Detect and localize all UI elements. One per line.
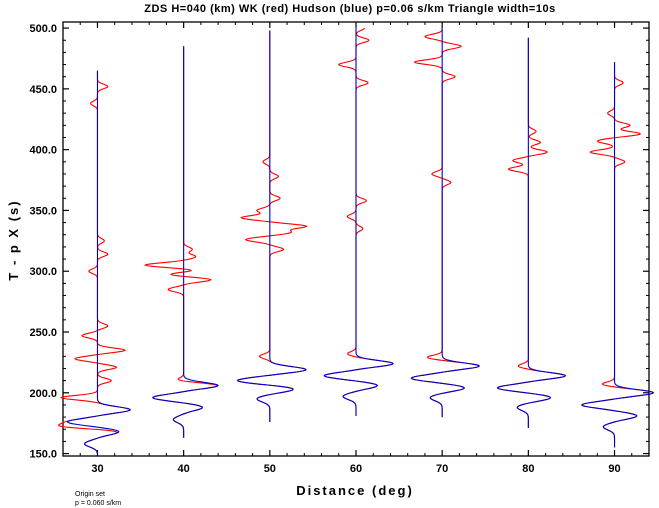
x-tick-label: 60 — [350, 463, 362, 475]
x-tick-label: 80 — [522, 463, 534, 475]
x-tick-label: 70 — [436, 463, 448, 475]
x-tick-label: 40 — [178, 463, 190, 475]
chart-title: ZDS H=040 (km) WK (red) Hudson (blue) p=… — [144, 3, 555, 15]
hudson-trace-50 — [236, 30, 307, 422]
footnote-slowness: p = 0.060 s/km — [75, 500, 121, 507]
wk-trace-80 — [496, 37, 567, 429]
traces — [58, 27, 655, 454]
y-tick-label: 450.0 — [29, 84, 57, 96]
hudson-trace-80 — [496, 37, 567, 429]
y-tick-label: 500.0 — [29, 23, 57, 35]
wk-trace-50 — [236, 30, 308, 422]
wk-trace-90 — [581, 62, 655, 448]
y-tick-label: 150.0 — [29, 449, 57, 461]
y-tick-label: 300.0 — [29, 266, 57, 278]
hudson-trace-90 — [581, 62, 655, 448]
x-tick-label: 50 — [264, 463, 276, 475]
x-axis-label: Distance (deg) — [296, 483, 414, 498]
hudson-trace-60 — [323, 28, 394, 416]
footnote-origin: Origin set — [75, 491, 105, 498]
y-tick-label: 400.0 — [29, 145, 57, 157]
wk-trace-40 — [143, 46, 218, 438]
wk-trace-30 — [58, 70, 131, 454]
x-tick-label: 30 — [91, 463, 103, 475]
y-tick-label: 350.0 — [29, 205, 57, 217]
x-axis: 30 40 50 60 70 80 90 — [62, 22, 650, 475]
hudson-trace-30 — [66, 70, 131, 454]
y-axis: 150.0 200.0 250.0 300.0 350.0 400.0 450.0 500.0 — [29, 23, 649, 461]
x-tick-label: 90 — [608, 463, 620, 475]
y-tick-label: 200.0 — [29, 388, 57, 400]
wk-trace-60 — [323, 27, 394, 416]
y-axis-label: T - p X (s) — [6, 199, 21, 280]
hudson-trace-70 — [410, 28, 481, 418]
hudson-trace-40 — [151, 46, 219, 438]
y-tick-label: 250.0 — [29, 327, 57, 339]
